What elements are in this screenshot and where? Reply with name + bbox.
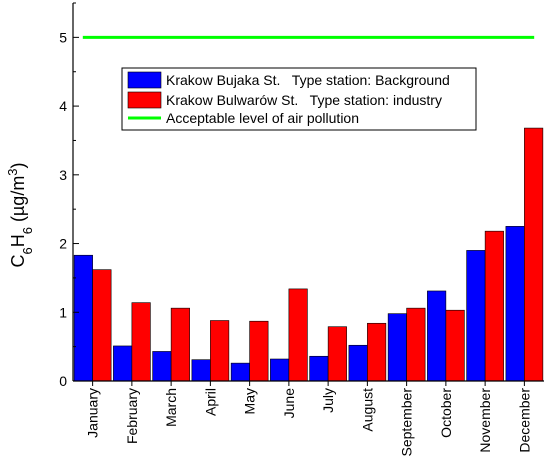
bar-series-2-january xyxy=(92,269,112,382)
y-axis-label-sup: 3 xyxy=(5,168,20,175)
x-tick-label-may: May xyxy=(242,388,258,414)
bars-layer xyxy=(73,127,544,382)
x-tick-label-october: October xyxy=(438,388,454,438)
y-axis-label-sub1: 6 xyxy=(20,247,35,254)
bar-series-1-june xyxy=(270,358,290,382)
bar-series-1-november xyxy=(466,250,486,382)
bar-series-1-october xyxy=(427,290,447,382)
bar-series-2-november xyxy=(484,230,504,382)
x-tick-label-september: September xyxy=(399,388,415,457)
bar-series-2-october xyxy=(445,309,465,382)
x-tick-labels: January February March April May June July Augu… xyxy=(85,388,533,457)
bar-series-1-may xyxy=(230,362,250,382)
y-tick-label: 5 xyxy=(59,29,67,45)
bar-series-2-july xyxy=(327,326,347,382)
legend-swatch-series-2 xyxy=(127,91,162,109)
bar-series-1-february xyxy=(113,345,133,382)
y-tick-label: 1 xyxy=(59,304,67,320)
legend-label-series-1: Krakow Bujaka St. Type station: Backgrou… xyxy=(166,72,450,88)
y-axis-label: C6H6 (µg/m3) xyxy=(5,162,35,267)
bar-series-1-december xyxy=(505,226,525,382)
x-tick-label-november: November xyxy=(477,388,493,453)
legend: Krakow Bujaka St. Type station: Backgrou… xyxy=(121,67,477,131)
bar-series-2-march xyxy=(170,307,190,382)
x-tick-label-april: April xyxy=(202,388,218,416)
x-tick-label-january: January xyxy=(85,388,101,438)
x-tick-label-august: August xyxy=(359,388,375,432)
legend-label-series-2: Krakow Bulwarów St. Type station: indust… xyxy=(166,92,442,108)
bar-series-1-august xyxy=(348,344,368,382)
legend-label-reference: Acceptable level of air pollution xyxy=(166,110,359,126)
y-axis-label-unit: (µg/m xyxy=(8,176,28,227)
bar-series-1-march xyxy=(152,351,172,382)
y-axis-label-sub2: 6 xyxy=(20,227,35,234)
x-tick-label-february: February xyxy=(124,388,140,444)
y-tick-label: 0 xyxy=(59,373,67,389)
y-axis-label-mid: H xyxy=(8,234,28,247)
y-axis-label-base: C xyxy=(8,255,28,268)
bar-series-1-september xyxy=(387,313,407,382)
bar-series-2-february xyxy=(131,302,151,382)
bar-series-2-may xyxy=(249,320,269,382)
bar-series-1-january xyxy=(73,254,93,382)
bar-series-2-april xyxy=(210,320,230,382)
bar-series-2-june xyxy=(288,288,308,382)
y-tick-labels: 0 1 2 3 4 5 xyxy=(59,29,67,389)
x-tick-label-march: March xyxy=(163,388,179,427)
bar-series-1-july xyxy=(309,355,329,382)
bar-series-2-september xyxy=(406,307,426,382)
bar-series-1-april xyxy=(191,359,211,382)
legend-swatch-series-1 xyxy=(127,71,162,89)
axes-layer xyxy=(72,2,544,386)
bar-series-2-august xyxy=(367,322,387,382)
y-tick-label: 2 xyxy=(59,236,67,252)
bar-series-2-december xyxy=(524,127,544,382)
legend-frame xyxy=(121,67,477,131)
x-tick-label-december: December xyxy=(516,388,532,453)
x-tick-label-june: June xyxy=(281,388,297,419)
x-tick-label-july: July xyxy=(320,388,336,413)
y-axis-label-close: ) xyxy=(8,162,28,168)
y-tick-label: 4 xyxy=(59,98,67,114)
y-tick-label: 3 xyxy=(59,167,67,183)
